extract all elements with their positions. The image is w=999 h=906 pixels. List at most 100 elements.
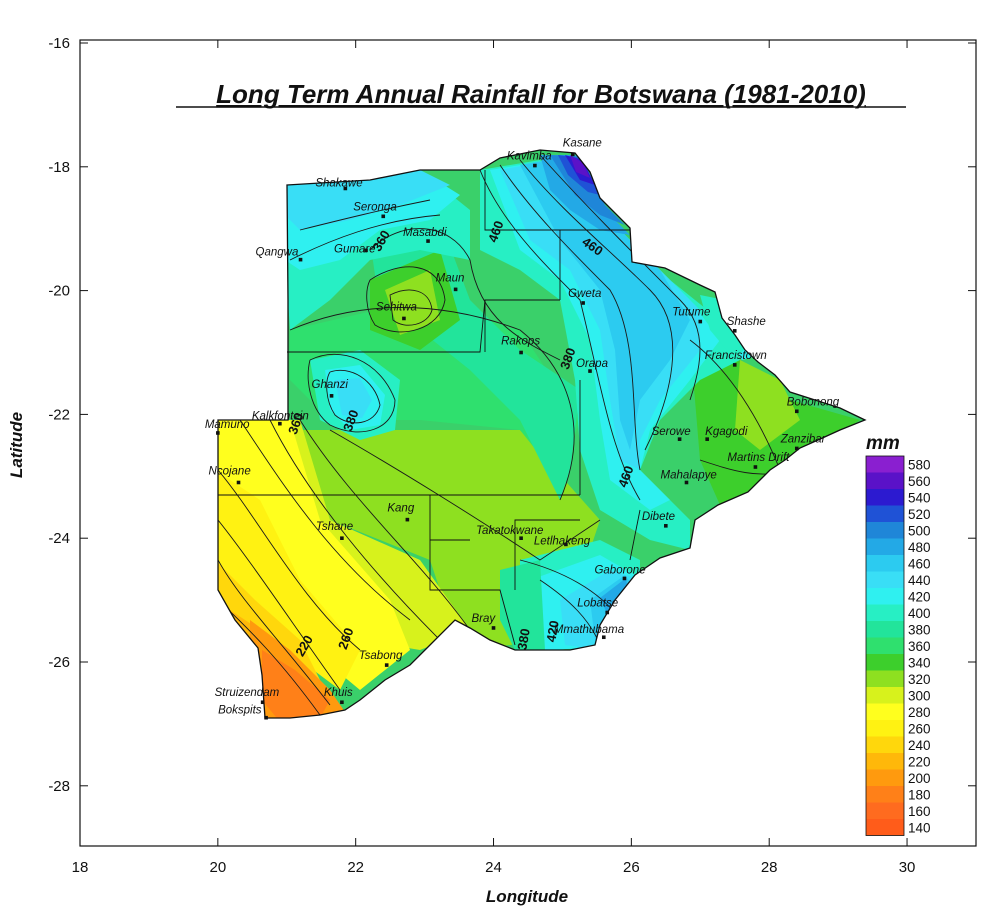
legend-label: 280 xyxy=(908,705,931,720)
district-boundary xyxy=(629,509,641,561)
legend-frame xyxy=(865,455,905,836)
contour-value-label: 380 xyxy=(557,346,579,372)
legend-label: 200 xyxy=(908,771,931,786)
station-label: Gumare xyxy=(334,243,376,255)
station-label: Gaborone xyxy=(594,564,645,576)
contour-line xyxy=(366,266,446,333)
station-label: Kavimba xyxy=(507,151,552,163)
station-marker xyxy=(753,465,758,469)
legend-swatch xyxy=(866,654,904,671)
station-marker xyxy=(732,363,737,367)
legend-swatch xyxy=(866,720,904,737)
rainfall-zone xyxy=(500,160,700,470)
legend-swatch xyxy=(866,555,904,572)
contour-line xyxy=(218,559,331,706)
station-label: Struizendam xyxy=(215,687,280,699)
district-boundary xyxy=(514,519,580,590)
contour-line xyxy=(689,339,781,471)
station-marker xyxy=(622,576,627,581)
legend-label: 320 xyxy=(908,672,931,687)
station-label: Khuis xyxy=(324,687,353,699)
y-tick-label: -20 xyxy=(48,283,70,300)
x-tick-label: 18 xyxy=(72,859,89,876)
station-label: Zanzibar xyxy=(780,433,827,445)
station-label: Kgagodi xyxy=(705,426,748,438)
station-label: Ghanzi xyxy=(312,379,349,391)
district-boundaries xyxy=(218,170,641,646)
station-marker xyxy=(564,542,568,547)
rainfall-zone xyxy=(520,158,690,450)
station-label: Sehitwa xyxy=(376,301,417,313)
contour-line xyxy=(307,353,396,433)
legend-label: 340 xyxy=(908,655,931,670)
legend-swatch xyxy=(866,489,904,506)
station-marker xyxy=(364,248,368,253)
station-label: Shashe xyxy=(727,316,766,328)
y-tick-label: -26 xyxy=(48,654,70,671)
station-marker xyxy=(340,536,344,540)
y-tick-label: -28 xyxy=(48,778,70,795)
contour-line xyxy=(218,519,341,691)
rainfall-zone xyxy=(700,295,748,360)
x-tick-label: 24 xyxy=(485,859,502,876)
rainfall-zone xyxy=(735,360,800,450)
station-label: Kasane xyxy=(563,137,602,149)
station-label: Tutume xyxy=(672,307,710,319)
district-boundary xyxy=(287,299,560,353)
axis-ticks: 18 20 22 24 26 28 30 -16 -18 -20 -22 -24 -26 -28 xyxy=(48,35,976,876)
station-marker xyxy=(260,700,265,705)
station-label: Dibete xyxy=(642,511,675,523)
district-boundary xyxy=(429,495,516,646)
legend-label: 520 xyxy=(908,507,931,522)
legend-swatch xyxy=(866,703,904,720)
legend-swatch xyxy=(866,736,904,753)
rainfall-zone xyxy=(500,560,545,650)
station-label: Takatokwane xyxy=(476,525,543,537)
legend-label: 380 xyxy=(908,622,931,637)
legend-swatch xyxy=(866,687,904,704)
contour-line xyxy=(519,159,674,451)
station-marker xyxy=(329,394,334,398)
legend-swatch xyxy=(866,472,904,489)
y-tick-label: -18 xyxy=(48,159,70,176)
station-marker xyxy=(264,715,268,720)
rainfall-zone xyxy=(218,420,410,690)
y-tick-label: -16 xyxy=(48,35,70,52)
contour-line xyxy=(369,228,561,361)
contour-line xyxy=(326,370,381,424)
station-marker xyxy=(794,409,799,414)
contour-line xyxy=(269,419,441,641)
station-marker xyxy=(588,369,592,373)
station-marker xyxy=(278,421,282,426)
station-label: Lobatse xyxy=(577,597,618,609)
station-label: Bray xyxy=(472,613,497,625)
contour-value-label: 360 xyxy=(285,411,307,437)
station-marker xyxy=(343,186,348,191)
legend-swatch xyxy=(866,802,904,819)
contour-line xyxy=(539,154,701,401)
station-marker xyxy=(533,163,537,168)
rainfall-zone xyxy=(280,170,450,230)
legend-swatch xyxy=(866,522,904,539)
rainfall-zone xyxy=(218,470,360,690)
station-marker xyxy=(601,635,606,640)
station-marker xyxy=(402,316,406,321)
station-label: Mmathubama xyxy=(554,624,624,636)
legend: mm 5805605405205004804604404204003803603… xyxy=(865,433,931,836)
contour-line xyxy=(499,164,641,471)
contour-line xyxy=(289,214,441,261)
rainfall-zones xyxy=(218,155,860,718)
contour-value-label: 460 xyxy=(485,219,507,245)
station-marker xyxy=(340,700,344,705)
station-marker xyxy=(794,446,799,451)
legend-swatch xyxy=(866,753,904,770)
rainfall-zone xyxy=(262,650,330,718)
station-label: Qangwa xyxy=(256,247,299,259)
station-label: Tshane xyxy=(316,521,353,533)
station-label: Maun xyxy=(436,272,465,284)
contour-value-label: 380 xyxy=(340,408,362,434)
legend-label: 360 xyxy=(908,639,931,654)
station-label: Kalkfontein xyxy=(252,411,309,423)
legend-label: 500 xyxy=(908,523,931,538)
